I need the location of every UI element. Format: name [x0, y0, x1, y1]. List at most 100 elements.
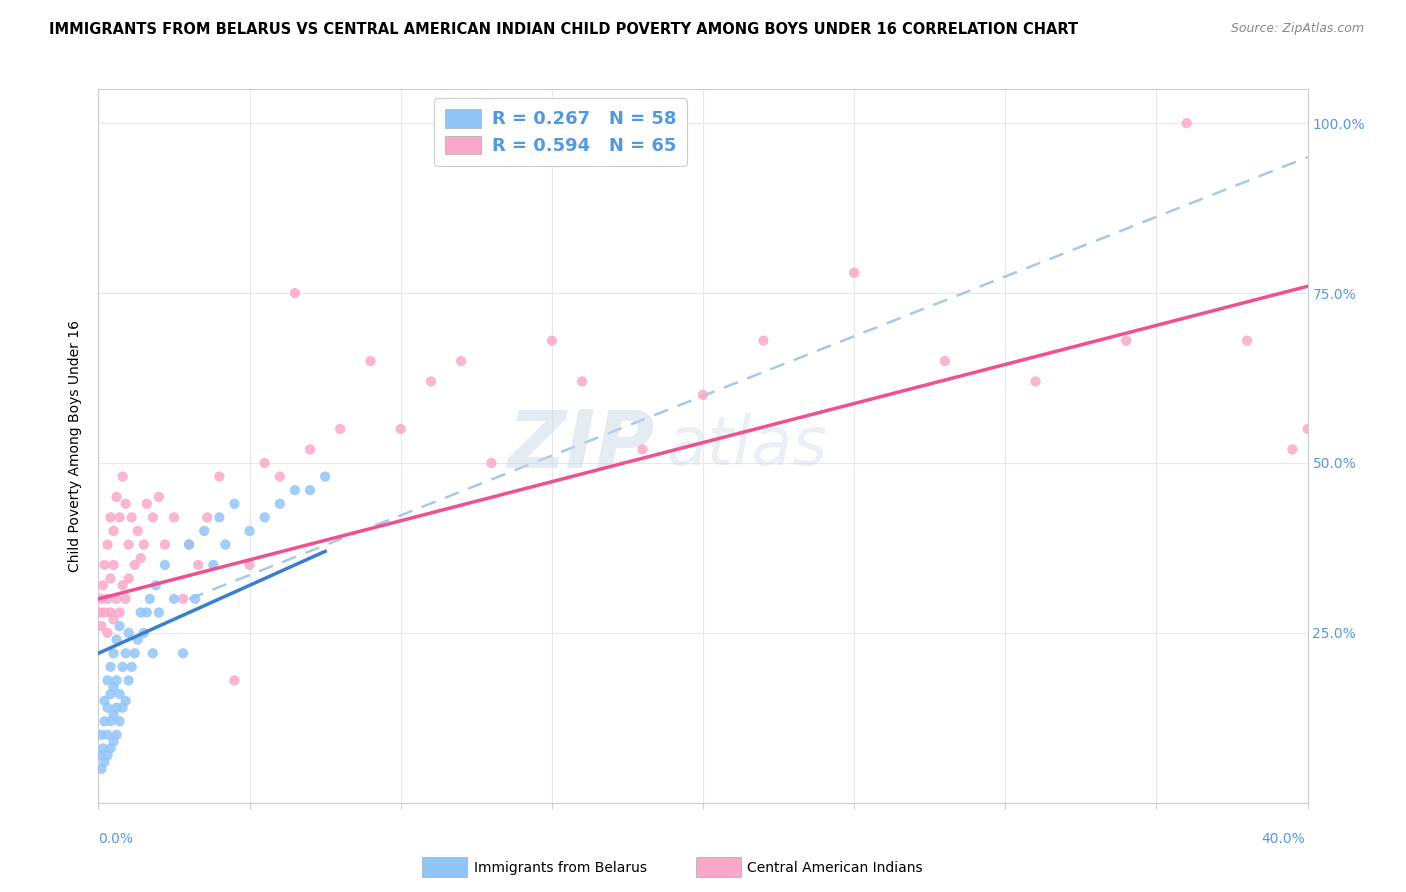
Point — [253, 456, 276, 470]
Point — [111, 578, 134, 592]
Point — [90, 591, 112, 606]
Point — [139, 591, 162, 606]
Point — [142, 646, 165, 660]
Point — [108, 510, 131, 524]
Point — [103, 524, 125, 538]
Point — [299, 483, 322, 498]
Point — [129, 551, 152, 566]
Point — [96, 700, 118, 714]
Point — [195, 510, 218, 524]
Point — [224, 673, 246, 688]
Point — [269, 469, 291, 483]
Text: Central American Indians: Central American Indians — [747, 861, 922, 875]
Point — [114, 694, 136, 708]
Point — [103, 646, 125, 660]
Point — [96, 591, 118, 606]
Point — [127, 632, 149, 647]
Point — [103, 707, 125, 722]
Point — [124, 646, 146, 660]
Point — [90, 728, 112, 742]
Point — [129, 606, 152, 620]
Point — [114, 646, 136, 660]
Point — [100, 572, 122, 586]
Point — [145, 578, 167, 592]
Point — [114, 591, 136, 606]
Point — [100, 510, 122, 524]
Text: Source: ZipAtlas.com: Source: ZipAtlas.com — [1230, 22, 1364, 36]
Point — [100, 660, 122, 674]
Point — [1024, 375, 1046, 389]
Point — [148, 490, 170, 504]
Point — [105, 673, 128, 688]
Point — [103, 734, 125, 748]
Point — [253, 510, 276, 524]
Point — [329, 422, 352, 436]
Point — [91, 578, 114, 592]
Point — [114, 497, 136, 511]
Point — [91, 741, 114, 756]
Point — [96, 673, 118, 688]
Point — [163, 510, 186, 524]
Point — [121, 510, 143, 524]
Text: IMMIGRANTS FROM BELARUS VS CENTRAL AMERICAN INDIAN CHILD POVERTY AMONG BOYS UNDE: IMMIGRANTS FROM BELARUS VS CENTRAL AMERI… — [49, 22, 1078, 37]
Point — [269, 497, 291, 511]
Point — [93, 558, 115, 572]
Text: Immigrants from Belarus: Immigrants from Belarus — [474, 861, 647, 875]
Point — [118, 626, 141, 640]
Point — [179, 537, 201, 551]
Point — [103, 612, 125, 626]
Point — [202, 558, 225, 572]
Point — [450, 354, 472, 368]
Point — [314, 469, 336, 483]
Point — [100, 741, 122, 756]
Point — [239, 558, 262, 572]
Point — [153, 558, 176, 572]
Point — [93, 755, 115, 769]
Point — [172, 591, 194, 606]
Point — [360, 354, 382, 368]
Point — [108, 606, 131, 620]
Point — [118, 537, 141, 551]
Point — [105, 490, 128, 504]
Point — [481, 456, 503, 470]
Point — [214, 537, 236, 551]
Point — [1175, 116, 1198, 130]
Point — [103, 680, 125, 694]
Point — [90, 619, 112, 633]
Point — [89, 606, 111, 620]
Point — [1296, 422, 1319, 436]
Point — [105, 591, 128, 606]
Point — [124, 558, 146, 572]
Point — [844, 266, 866, 280]
Point — [934, 354, 956, 368]
Point — [105, 728, 128, 742]
Point — [135, 497, 157, 511]
Point — [284, 483, 307, 498]
Point — [163, 591, 186, 606]
Text: 40.0%: 40.0% — [1261, 832, 1305, 846]
Text: ZIP: ZIP — [508, 407, 655, 485]
Point — [111, 700, 134, 714]
Point — [299, 442, 322, 457]
Point — [571, 375, 593, 389]
Point — [108, 687, 131, 701]
Point — [93, 714, 115, 729]
Point — [108, 619, 131, 633]
Point — [752, 334, 775, 348]
Point — [1236, 334, 1258, 348]
Point — [389, 422, 412, 436]
Point — [692, 388, 714, 402]
Point — [96, 626, 118, 640]
Point — [631, 442, 654, 457]
Point — [96, 537, 118, 551]
Point — [172, 646, 194, 660]
Point — [100, 606, 122, 620]
Point — [179, 537, 201, 551]
Text: atlas: atlas — [666, 413, 828, 479]
Point — [90, 762, 112, 776]
Legend: R = 0.267   N = 58, R = 0.594   N = 65: R = 0.267 N = 58, R = 0.594 N = 65 — [434, 98, 688, 166]
Point — [118, 572, 141, 586]
Point — [208, 510, 231, 524]
Point — [93, 606, 115, 620]
Point — [224, 497, 246, 511]
